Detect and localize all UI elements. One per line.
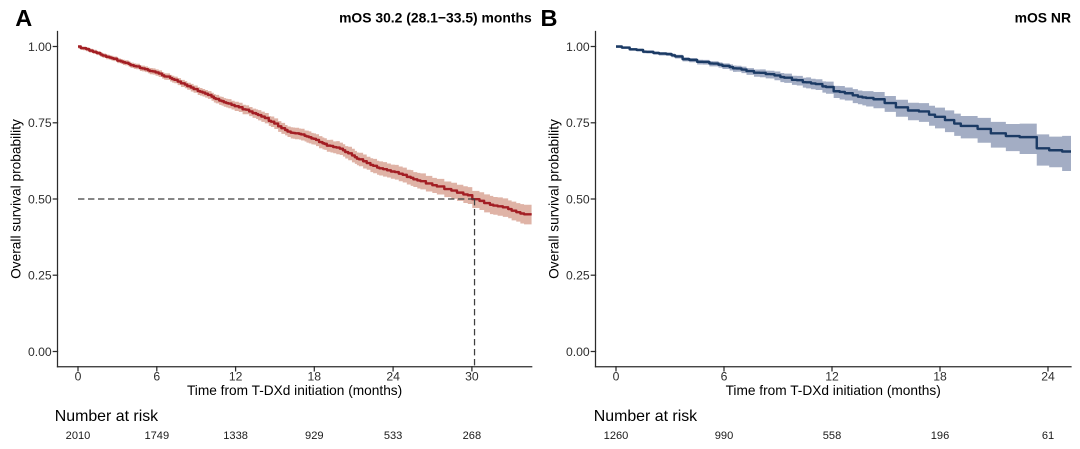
svg-text:0: 0 <box>75 369 82 383</box>
svg-text:533: 533 <box>384 430 403 442</box>
svg-text:0.25: 0.25 <box>28 269 52 283</box>
svg-text:24: 24 <box>1041 369 1055 383</box>
svg-text:990: 990 <box>715 430 734 442</box>
svg-text:24: 24 <box>386 369 400 383</box>
svg-text:Number at risk: Number at risk <box>594 408 697 425</box>
svg-text:0.00: 0.00 <box>566 345 590 359</box>
svg-text:mOS 30.2 (28.1−33.5) months: mOS 30.2 (28.1−33.5) months <box>339 10 532 26</box>
svg-text:Time from T-DXd initiation (mo: Time from T-DXd initiation (months) <box>187 383 402 398</box>
svg-text:1338: 1338 <box>223 430 248 442</box>
svg-text:558: 558 <box>823 430 842 442</box>
svg-text:0.50: 0.50 <box>566 192 590 206</box>
svg-text:Overall survival probability: Overall survival probability <box>9 119 24 279</box>
svg-text:196: 196 <box>931 430 950 442</box>
svg-text:12: 12 <box>825 369 839 383</box>
svg-text:Time from T-DXd initiation (mo: Time from T-DXd initiation (months) <box>726 383 941 398</box>
svg-text:mOS NR: mOS NR <box>1015 10 1071 26</box>
svg-text:18: 18 <box>933 369 947 383</box>
svg-text:1.00: 1.00 <box>566 40 590 54</box>
svg-text:1749: 1749 <box>144 430 169 442</box>
svg-text:6: 6 <box>721 369 728 383</box>
svg-text:1.00: 1.00 <box>28 40 52 54</box>
svg-text:30: 30 <box>465 369 479 383</box>
svg-text:929: 929 <box>305 430 324 442</box>
svg-text:0.75: 0.75 <box>566 116 590 130</box>
svg-text:18: 18 <box>308 369 322 383</box>
svg-text:6: 6 <box>153 369 160 383</box>
svg-text:0: 0 <box>613 369 620 383</box>
svg-text:B: B <box>541 5 558 31</box>
svg-text:1260: 1260 <box>604 430 629 442</box>
svg-text:12: 12 <box>229 369 243 383</box>
svg-text:0.75: 0.75 <box>28 116 52 130</box>
svg-text:Number at risk: Number at risk <box>55 408 158 425</box>
svg-text:0.00: 0.00 <box>28 345 52 359</box>
svg-text:268: 268 <box>463 430 482 442</box>
svg-text:0.25: 0.25 <box>566 269 590 283</box>
svg-text:A: A <box>15 5 32 31</box>
svg-text:2010: 2010 <box>66 430 91 442</box>
svg-text:0.50: 0.50 <box>28 192 52 206</box>
svg-text:Overall survival probability: Overall survival probability <box>547 119 562 279</box>
svg-text:61: 61 <box>1042 430 1054 442</box>
